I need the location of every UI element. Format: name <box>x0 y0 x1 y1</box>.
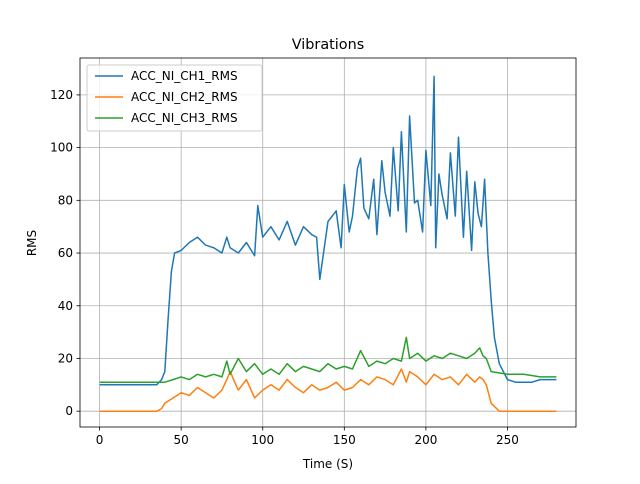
x-tick-label: 150 <box>333 433 356 447</box>
y-axis-ticks: 0 20 40 60 80 100 120 <box>50 88 80 418</box>
x-tick-label: 250 <box>496 433 519 447</box>
legend-label-ch3: ACC_NI_CH3_RMS <box>131 111 238 125</box>
legend-label-ch1: ACC_NI_CH1_RMS <box>131 69 238 83</box>
y-tick-label: 0 <box>65 404 73 418</box>
legend-label-ch2: ACC_NI_CH2_RMS <box>131 90 238 104</box>
y-tick-label: 20 <box>58 351 73 365</box>
x-axis-label: Time (S) <box>302 457 353 471</box>
series-line-ch2 <box>99 368 557 412</box>
grid-lines <box>80 58 576 427</box>
x-tick-label: 0 <box>96 433 104 447</box>
y-tick-label: 80 <box>58 193 73 207</box>
x-tick-label: 100 <box>251 433 274 447</box>
x-tick-label: 50 <box>174 433 189 447</box>
legend: ACC_NI_CH1_RMS ACC_NI_CH2_RMS ACC_NI_CH3… <box>86 64 263 132</box>
x-axis-ticks: 0 50 100 150 200 250 <box>96 427 519 447</box>
chart-title: Vibrations <box>292 37 364 53</box>
x-tick-label: 200 <box>414 433 437 447</box>
y-tick-label: 60 <box>58 246 73 260</box>
y-tick-label: 100 <box>50 141 73 155</box>
y-axis-label: RMS <box>25 230 39 256</box>
series-line-ch1 <box>99 75 557 386</box>
series-line-ch3 <box>99 336 557 383</box>
legend-box <box>86 64 263 132</box>
y-tick-label: 40 <box>58 299 73 313</box>
series-lines <box>99 75 557 412</box>
plot-frame <box>79 57 577 428</box>
y-tick-label: 120 <box>50 88 73 102</box>
